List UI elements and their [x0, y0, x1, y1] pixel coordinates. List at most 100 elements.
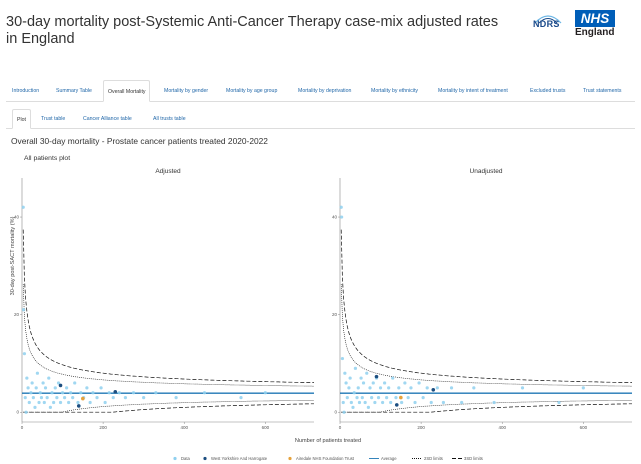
ndrs-logo: NDRS — [529, 12, 567, 38]
data-point — [53, 386, 57, 390]
data-point — [360, 396, 364, 400]
x-axis-title: Number of patients treated — [295, 438, 361, 444]
region-point — [394, 403, 399, 407]
data-point — [347, 386, 351, 390]
x-tick-label: 600 — [580, 425, 588, 430]
region-point — [374, 374, 379, 379]
data-point — [38, 391, 42, 395]
data-point — [348, 376, 352, 380]
tab-mortality-by-gender[interactable]: Mortality by gender — [164, 88, 209, 94]
data-point — [406, 396, 410, 400]
ndrs-arc-icon — [534, 15, 562, 24]
tab-all-trusts-table[interactable]: All trusts table — [153, 116, 186, 122]
lower-3sd-limit — [23, 403, 314, 413]
data-point — [58, 400, 63, 405]
tab-trust-table[interactable]: Trust table — [41, 116, 66, 122]
data-point — [95, 396, 99, 400]
tab-cancer-alliance-table[interactable]: Cancer Alliance table — [83, 116, 132, 122]
data-point — [435, 386, 439, 390]
trust-point — [399, 395, 403, 400]
tab-plot[interactable]: Plot — [12, 109, 31, 129]
data-point — [131, 391, 136, 395]
data-point — [154, 391, 158, 395]
tab-mortality-by-deprivation[interactable]: Mortality by deprivation — [298, 88, 352, 94]
data-point — [85, 386, 89, 390]
data-point — [202, 391, 207, 395]
region-point — [113, 389, 118, 394]
data-point — [343, 371, 347, 375]
panel-title: Unadjusted — [470, 168, 503, 175]
data-point — [24, 410, 28, 414]
data-point — [340, 215, 344, 219]
data-point — [376, 396, 381, 400]
data-point — [26, 386, 30, 390]
data-point — [397, 386, 401, 390]
data-point — [48, 405, 52, 409]
data-point — [50, 391, 54, 395]
data-point — [371, 381, 375, 385]
data-point — [359, 376, 363, 380]
y-tick-label: 20 — [332, 312, 338, 317]
data-point — [385, 396, 389, 400]
upper-2sd-limit — [22, 284, 314, 387]
data-point — [368, 386, 372, 390]
lower-2sd-limit — [23, 399, 315, 413]
lower-2sd-limit — [341, 399, 633, 413]
lower-3sd-limit — [341, 403, 632, 413]
tab-mortality-by-intent[interactable]: Mortality by intent of treatment — [438, 88, 508, 94]
data-point — [581, 386, 585, 390]
tab-mortality-by-ethnicity[interactable]: Mortality by ethnicity — [371, 88, 418, 94]
data-point — [421, 396, 425, 400]
x-tick-label: 400 — [498, 425, 506, 430]
tab-trust-statements[interactable]: Trust statements — [583, 88, 622, 94]
ndrs-logo-text: NDRS — [533, 19, 560, 29]
tab-overall-mortality[interactable]: Overall Mortality — [103, 80, 151, 102]
data-point — [123, 396, 128, 400]
x-tick-label: 200 — [99, 425, 107, 430]
data-point — [365, 371, 369, 375]
data-point — [76, 400, 80, 405]
data-point — [62, 396, 67, 400]
data-point — [441, 400, 446, 405]
data-point — [69, 391, 73, 395]
data-point — [344, 381, 348, 385]
data-point — [103, 400, 107, 405]
data-point — [557, 400, 561, 405]
tab-excluded-trusts[interactable]: Excluded trusts — [530, 88, 566, 94]
page-title: 30-day mortality post-Systemic Anti-Canc… — [6, 14, 499, 47]
region-point — [76, 404, 81, 408]
data-point — [409, 386, 413, 390]
data-point — [33, 405, 37, 409]
nhs-england-text: England — [575, 27, 615, 38]
legend-swatch — [173, 456, 177, 461]
legend-label: Average — [381, 456, 397, 461]
data-point — [363, 400, 367, 405]
plot-subtitle: Overall 30-day mortality - Prostate canc… — [11, 136, 268, 146]
tab-mortality-by-age-group[interactable]: Mortality by age group — [226, 88, 278, 94]
x-tick-label: 0 — [21, 425, 24, 430]
y-tick-label: 0 — [16, 410, 19, 415]
tab-introduction[interactable]: Introduction — [12, 88, 40, 94]
legend-label: 2SD limits — [424, 456, 443, 461]
y-tick-label: 0 — [334, 410, 337, 415]
data-point — [353, 366, 358, 370]
data-point — [239, 396, 243, 400]
data-point — [29, 391, 33, 395]
data-point — [88, 400, 92, 405]
x-tick-label: 400 — [180, 425, 188, 430]
data-point — [71, 396, 75, 400]
data-point — [345, 396, 349, 400]
tab-summary-table[interactable]: Summary Table — [56, 88, 92, 94]
data-point — [41, 381, 45, 385]
data-point — [34, 386, 38, 390]
trust-point — [81, 396, 85, 401]
upper-3sd-limit — [22, 229, 314, 383]
legend-label: Airedale NHS Foundation Trust — [296, 456, 355, 461]
data-point — [27, 400, 31, 405]
upper-3sd-limit — [340, 229, 632, 383]
data-point — [60, 391, 65, 395]
data-point — [263, 391, 267, 395]
data-point — [387, 386, 391, 390]
x-tick-label: 600 — [262, 425, 270, 430]
